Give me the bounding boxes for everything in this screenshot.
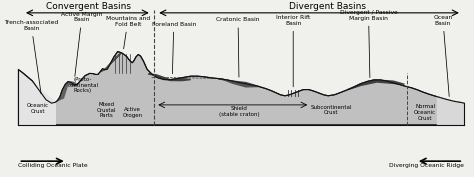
- Text: (Proto-
continental
Rocks): (Proto- continental Rocks): [67, 77, 98, 93]
- Polygon shape: [148, 74, 191, 81]
- Text: Divergent Basins: Divergent Basins: [289, 2, 366, 11]
- Text: Mixed
Crustal
Parts: Mixed Crustal Parts: [97, 102, 117, 118]
- Text: Interior Rift
Basin: Interior Rift Basin: [276, 15, 310, 87]
- Text: Foreland Basin: Foreland Basin: [152, 22, 196, 74]
- Polygon shape: [57, 82, 77, 101]
- Text: Normal
Oceanic
Crust: Normal Oceanic Crust: [414, 104, 436, 121]
- Text: Mountains and
Fold Belt: Mountains and Fold Belt: [106, 16, 150, 49]
- Polygon shape: [438, 97, 464, 125]
- Polygon shape: [219, 79, 259, 87]
- Text: Cratonic Basin: Cratonic Basin: [216, 17, 260, 77]
- Text: Shield
(stable craton): Shield (stable craton): [219, 106, 259, 117]
- Text: Convergent Basins: Convergent Basins: [46, 2, 131, 11]
- Text: Active Margin
Basin: Active Margin Basin: [61, 12, 102, 76]
- Text: Diverging Oceanic Ridge: Diverging Oceanic Ridge: [389, 163, 464, 168]
- Text: Colliding Oceanic Plate: Colliding Oceanic Plate: [18, 163, 87, 168]
- Polygon shape: [100, 53, 121, 72]
- Text: Ocean
Basin: Ocean Basin: [433, 15, 453, 96]
- Polygon shape: [18, 70, 56, 125]
- Text: Active
Orogen: Active Orogen: [122, 107, 143, 118]
- Text: Trench-associated
Basin: Trench-associated Basin: [4, 20, 58, 94]
- Polygon shape: [347, 80, 404, 90]
- Text: Subcontinental
Crust: Subcontinental Crust: [310, 105, 352, 115]
- Polygon shape: [18, 52, 464, 125]
- Text: Divergent / Passive
Margin Basin: Divergent / Passive Margin Basin: [340, 10, 397, 78]
- Text: Oceanic
Crust: Oceanic Crust: [27, 103, 49, 114]
